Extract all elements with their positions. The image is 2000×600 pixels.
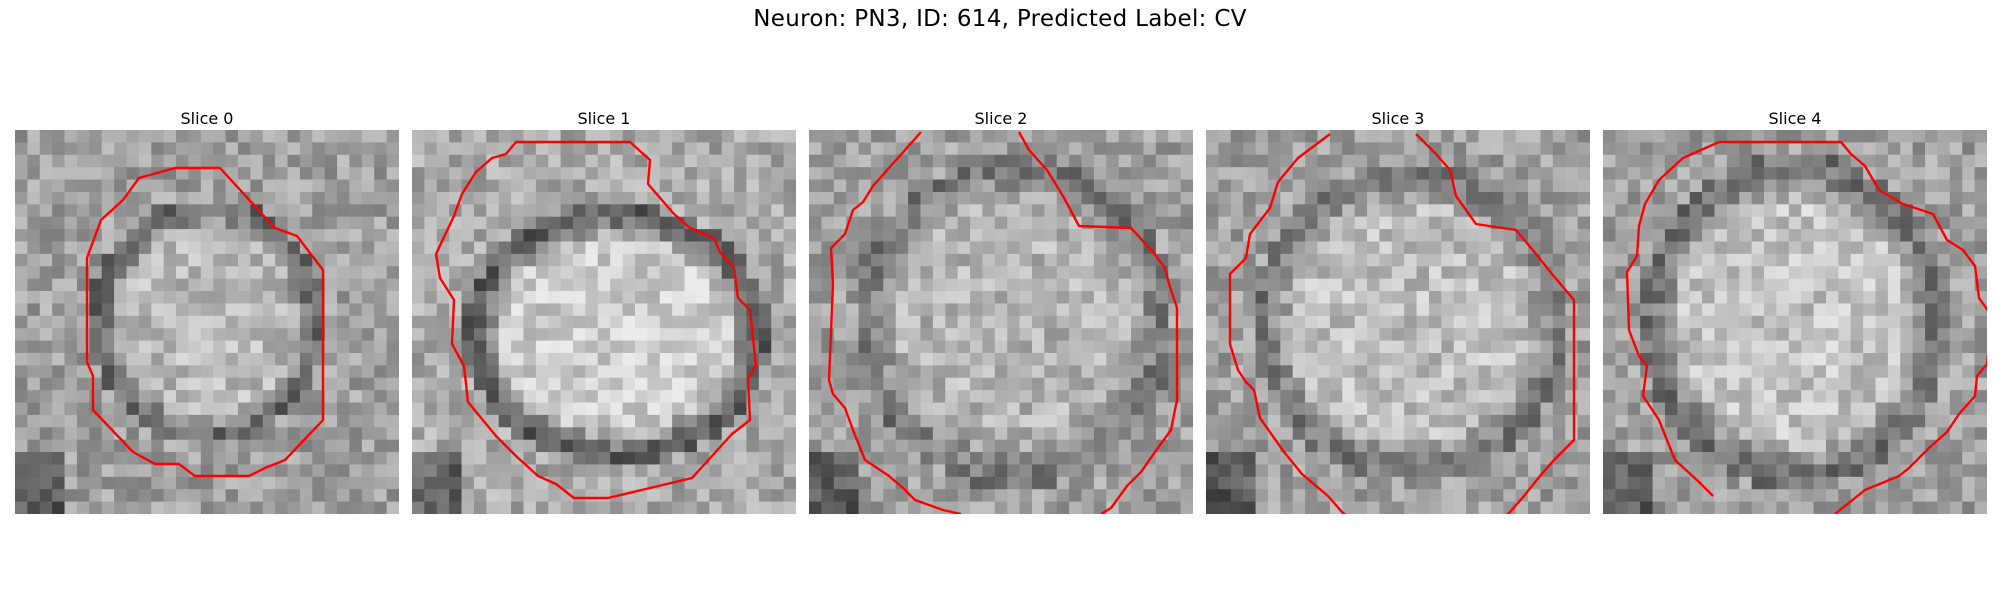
- pixel-grid: [412, 130, 796, 514]
- slice-image: [15, 130, 399, 514]
- figure-title: Neuron: PN3, ID: 614, Predicted Label: C…: [753, 6, 1247, 32]
- slice-image: [412, 130, 796, 514]
- slice-panel-3: Slice 3: [1206, 108, 1590, 514]
- slice-title: Slice 4: [1768, 109, 1822, 128]
- slice-title: Slice 1: [577, 109, 631, 128]
- slice-panel-1: Slice 1: [412, 108, 796, 514]
- slice-panel-4: Slice 4: [1603, 108, 1987, 514]
- pixel-grid: [1206, 130, 1590, 514]
- slice-image: [809, 130, 1193, 514]
- slice-title: Slice 3: [1371, 109, 1425, 128]
- segmentation-contour: [1625, 140, 1987, 514]
- segmentation-contour: [85, 166, 325, 478]
- slice-image: [1206, 130, 1590, 514]
- segmentation-contour: [827, 131, 1179, 514]
- pixel-grid: [809, 130, 1193, 514]
- slice-panel-2: Slice 2: [809, 108, 1193, 514]
- segmentation-contour: [1228, 133, 1576, 514]
- pixel-grid: [1603, 130, 1987, 514]
- slice-panel-0: Slice 0: [15, 108, 399, 514]
- segmentation-contour: [434, 140, 758, 500]
- slice-title: Slice 0: [180, 109, 234, 128]
- pixel-grid: [15, 130, 399, 514]
- slice-title: Slice 2: [974, 109, 1028, 128]
- slice-image: [1603, 130, 1987, 514]
